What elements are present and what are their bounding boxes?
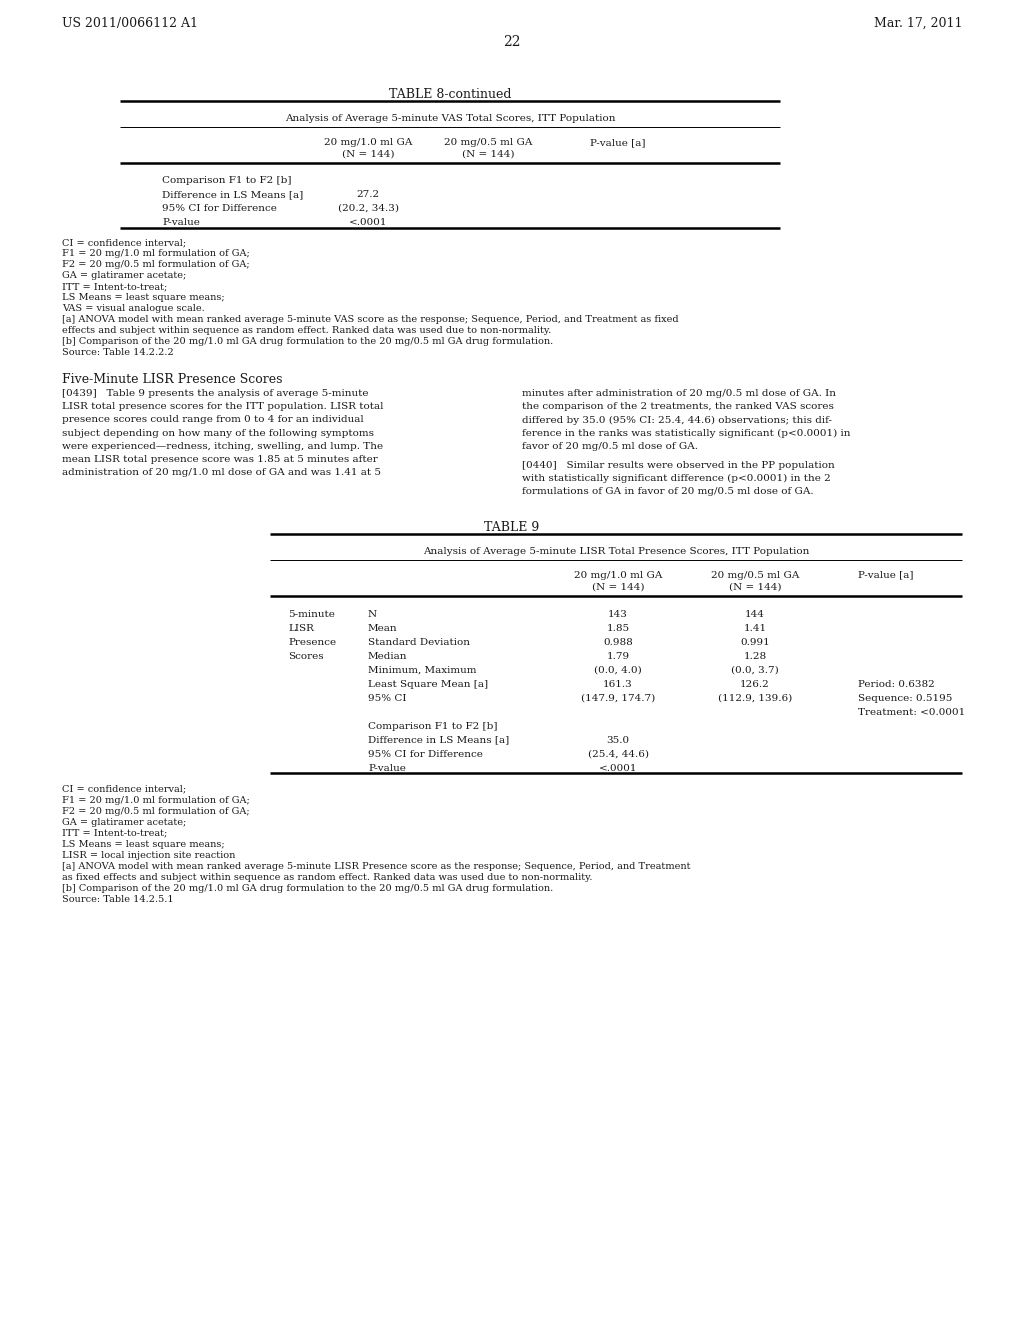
- Text: Presence: Presence: [288, 638, 336, 647]
- Text: N: N: [368, 610, 377, 619]
- Text: mean LISR total presence score was 1.85 at 5 minutes after: mean LISR total presence score was 1.85 …: [62, 455, 378, 465]
- Text: [b] Comparison of the 20 mg/1.0 ml GA drug formulation to the 20 mg/0.5 ml GA dr: [b] Comparison of the 20 mg/1.0 ml GA dr…: [62, 883, 553, 892]
- Text: effects and subject within sequence as random effect. Ranked data was used due t: effects and subject within sequence as r…: [62, 326, 551, 335]
- Text: [0440]   Similar results were observed in the PP population: [0440] Similar results were observed in …: [522, 461, 835, 470]
- Text: F1 = 20 mg/1.0 ml formulation of GA;: F1 = 20 mg/1.0 ml formulation of GA;: [62, 796, 250, 805]
- Text: Scores: Scores: [288, 652, 324, 660]
- Text: [0439]   Table 9 presents the analysis of average 5-minute: [0439] Table 9 presents the analysis of …: [62, 389, 369, 399]
- Text: 35.0: 35.0: [606, 735, 630, 744]
- Text: presence scores could range from 0 to 4 for an individual: presence scores could range from 0 to 4 …: [62, 416, 364, 425]
- Text: formulations of GA in favor of 20 mg/0.5 ml dose of GA.: formulations of GA in favor of 20 mg/0.5…: [522, 487, 814, 496]
- Text: (0.0, 4.0): (0.0, 4.0): [594, 665, 642, 675]
- Text: GA = glatiramer acetate;: GA = glatiramer acetate;: [62, 271, 186, 280]
- Text: 1.41: 1.41: [743, 623, 767, 632]
- Text: 143: 143: [608, 610, 628, 619]
- Text: subject depending on how many of the following symptoms: subject depending on how many of the fol…: [62, 429, 374, 438]
- Text: P-value [a]: P-value [a]: [858, 570, 913, 579]
- Text: 1.28: 1.28: [743, 652, 767, 660]
- Text: (25.4, 44.6): (25.4, 44.6): [588, 750, 648, 759]
- Text: Median: Median: [368, 652, 408, 660]
- Text: 22: 22: [503, 36, 521, 49]
- Text: 0.988: 0.988: [603, 638, 633, 647]
- Text: CI = confidence interval;: CI = confidence interval;: [62, 238, 186, 247]
- Text: 126.2: 126.2: [740, 680, 770, 689]
- Text: (112.9, 139.6): (112.9, 139.6): [718, 693, 793, 702]
- Text: VAS = visual analogue scale.: VAS = visual analogue scale.: [62, 304, 205, 313]
- Text: 161.3: 161.3: [603, 680, 633, 689]
- Text: Least Square Mean [a]: Least Square Mean [a]: [368, 680, 488, 689]
- Text: 1.79: 1.79: [606, 652, 630, 660]
- Text: (147.9, 174.7): (147.9, 174.7): [581, 693, 655, 702]
- Text: F2 = 20 mg/0.5 ml formulation of GA;: F2 = 20 mg/0.5 ml formulation of GA;: [62, 807, 250, 816]
- Text: 20 mg/0.5 ml GA: 20 mg/0.5 ml GA: [711, 570, 799, 579]
- Text: <.0001: <.0001: [599, 763, 637, 772]
- Text: 27.2: 27.2: [356, 190, 380, 199]
- Text: TABLE 8-continued: TABLE 8-continued: [389, 88, 511, 102]
- Text: 20 mg/1.0 ml GA: 20 mg/1.0 ml GA: [573, 570, 663, 579]
- Text: [b] Comparison of the 20 mg/1.0 ml GA drug formulation to the 20 mg/0.5 ml GA dr: [b] Comparison of the 20 mg/1.0 ml GA dr…: [62, 337, 553, 346]
- Text: US 2011/0066112 A1: US 2011/0066112 A1: [62, 17, 198, 30]
- Text: [a] ANOVA model with mean ranked average 5-minute LISR Presence score as the res: [a] ANOVA model with mean ranked average…: [62, 862, 690, 871]
- Text: Mar. 17, 2011: Mar. 17, 2011: [873, 17, 962, 30]
- Text: 95% CI for Difference: 95% CI for Difference: [162, 205, 276, 213]
- Text: Sequence: 0.5195: Sequence: 0.5195: [858, 693, 952, 702]
- Text: <.0001: <.0001: [349, 218, 387, 227]
- Text: administration of 20 mg/1.0 ml dose of GA and was 1.41 at 5: administration of 20 mg/1.0 ml dose of G…: [62, 469, 381, 478]
- Text: 20 mg/0.5 ml GA: 20 mg/0.5 ml GA: [443, 139, 532, 147]
- Text: the comparison of the 2 treatments, the ranked VAS scores: the comparison of the 2 treatments, the …: [522, 403, 834, 412]
- Text: Standard Deviation: Standard Deviation: [368, 638, 470, 647]
- Text: with statistically significant difference (p<0.0001) in the 2: with statistically significant differenc…: [522, 474, 830, 483]
- Text: 144: 144: [745, 610, 765, 619]
- Text: Minimum, Maximum: Minimum, Maximum: [368, 665, 476, 675]
- Text: P-value: P-value: [162, 218, 200, 227]
- Text: ITT = Intent-to-treat;: ITT = Intent-to-treat;: [62, 282, 167, 290]
- Text: Five-Minute LISR Presence Scores: Five-Minute LISR Presence Scores: [62, 374, 283, 385]
- Text: (N = 144): (N = 144): [342, 150, 394, 158]
- Text: Comparison F1 to F2 [b]: Comparison F1 to F2 [b]: [162, 176, 292, 185]
- Text: P-value [a]: P-value [a]: [590, 139, 646, 147]
- Text: Period: 0.6382: Period: 0.6382: [858, 680, 935, 689]
- Text: (N = 144): (N = 144): [592, 582, 644, 591]
- Text: minutes after administration of 20 mg/0.5 ml dose of GA. In: minutes after administration of 20 mg/0.…: [522, 389, 836, 399]
- Text: differed by 35.0 (95% CI: 25.4, 44.6) observations; this dif-: differed by 35.0 (95% CI: 25.4, 44.6) ob…: [522, 416, 831, 425]
- Text: ference in the ranks was statistically significant (p<0.0001) in: ference in the ranks was statistically s…: [522, 429, 851, 438]
- Text: F2 = 20 mg/0.5 ml formulation of GA;: F2 = 20 mg/0.5 ml formulation of GA;: [62, 260, 250, 269]
- Text: as fixed effects and subject within sequence as random effect. Ranked data was u: as fixed effects and subject within sequ…: [62, 873, 593, 882]
- Text: LS Means = least square means;: LS Means = least square means;: [62, 293, 224, 302]
- Text: (N = 144): (N = 144): [729, 582, 781, 591]
- Text: were experienced—redness, itching, swelling, and lump. The: were experienced—redness, itching, swell…: [62, 442, 383, 451]
- Text: [a] ANOVA model with mean ranked average 5-minute VAS score as the response; Seq: [a] ANOVA model with mean ranked average…: [62, 315, 679, 323]
- Text: (20.2, 34.3): (20.2, 34.3): [338, 205, 398, 213]
- Text: Difference in LS Means [a]: Difference in LS Means [a]: [162, 190, 303, 199]
- Text: GA = glatiramer acetate;: GA = glatiramer acetate;: [62, 817, 186, 826]
- Text: TABLE 9: TABLE 9: [484, 520, 540, 533]
- Text: 1.85: 1.85: [606, 623, 630, 632]
- Text: 95% CI for Difference: 95% CI for Difference: [368, 750, 483, 759]
- Text: Difference in LS Means [a]: Difference in LS Means [a]: [368, 735, 509, 744]
- Text: Treatment: <0.0001: Treatment: <0.0001: [858, 708, 966, 717]
- Text: LISR = local injection site reaction: LISR = local injection site reaction: [62, 850, 236, 859]
- Text: (0.0, 3.7): (0.0, 3.7): [731, 665, 779, 675]
- Text: F1 = 20 mg/1.0 ml formulation of GA;: F1 = 20 mg/1.0 ml formulation of GA;: [62, 249, 250, 257]
- Text: Comparison F1 to F2 [b]: Comparison F1 to F2 [b]: [368, 722, 498, 730]
- Text: Analysis of Average 5-minute LISR Total Presence Scores, ITT Population: Analysis of Average 5-minute LISR Total …: [423, 546, 809, 556]
- Text: Analysis of Average 5-minute VAS Total Scores, ITT Population: Analysis of Average 5-minute VAS Total S…: [285, 114, 615, 123]
- Text: Source: Table 14.2.5.1: Source: Table 14.2.5.1: [62, 895, 174, 904]
- Text: LISR: LISR: [288, 623, 314, 632]
- Text: Mean: Mean: [368, 623, 397, 632]
- Text: ITT = Intent-to-treat;: ITT = Intent-to-treat;: [62, 829, 167, 838]
- Text: LISR total presence scores for the ITT population. LISR total: LISR total presence scores for the ITT p…: [62, 403, 384, 412]
- Text: 20 mg/1.0 ml GA: 20 mg/1.0 ml GA: [324, 139, 413, 147]
- Text: 95% CI: 95% CI: [368, 693, 407, 702]
- Text: CI = confidence interval;: CI = confidence interval;: [62, 784, 186, 793]
- Text: Source: Table 14.2.2.2: Source: Table 14.2.2.2: [62, 348, 174, 356]
- Text: 5-minute: 5-minute: [288, 610, 335, 619]
- Text: P-value: P-value: [368, 763, 406, 772]
- Text: LS Means = least square means;: LS Means = least square means;: [62, 840, 224, 849]
- Text: (N = 144): (N = 144): [462, 150, 514, 158]
- Text: 0.991: 0.991: [740, 638, 770, 647]
- Text: favor of 20 mg/0.5 ml dose of GA.: favor of 20 mg/0.5 ml dose of GA.: [522, 442, 698, 451]
